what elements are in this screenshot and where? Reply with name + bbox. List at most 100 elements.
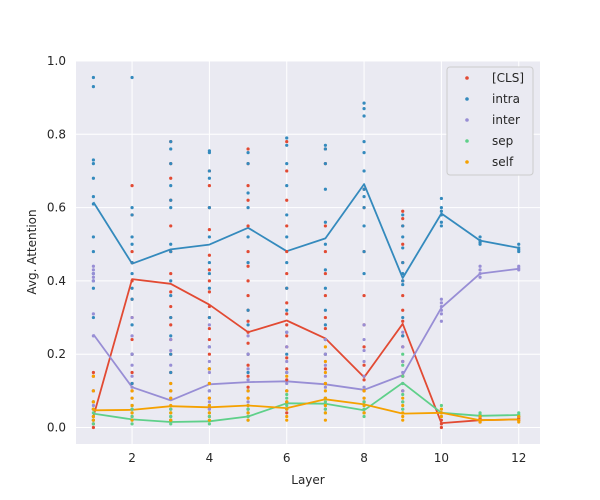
scatter-point — [285, 356, 289, 360]
scatter-point — [246, 260, 250, 265]
scatter-point — [362, 345, 366, 349]
scatter-point — [401, 246, 405, 250]
scatter-point — [439, 220, 443, 224]
scatter-point — [130, 411, 134, 415]
x-tick-label: 12 — [511, 451, 526, 465]
scatter-point — [246, 396, 250, 400]
scatter-point — [323, 323, 327, 327]
line-intra — [92, 183, 519, 279]
scatter-point — [362, 107, 366, 111]
scatter-point — [323, 418, 327, 422]
scatter-point — [439, 407, 443, 411]
scatter-point — [207, 337, 211, 342]
scatter-point — [91, 425, 95, 430]
scatter-point — [323, 352, 327, 356]
scatter-point — [91, 195, 95, 199]
scatter-point — [285, 312, 289, 316]
scatter-point — [285, 198, 289, 202]
scatter-point — [401, 414, 405, 419]
scatter-point — [246, 249, 250, 254]
x-axis-label: Layer — [291, 473, 325, 487]
scatter-point — [91, 312, 95, 316]
scatter-point — [323, 403, 327, 408]
x-tick-labels: 2 4 6 8 10 12 — [128, 451, 526, 465]
scatter-point — [91, 264, 95, 268]
scatter-point — [478, 242, 482, 246]
scatter-point — [207, 359, 211, 364]
scatter-point — [91, 268, 95, 272]
scatter-point — [169, 206, 173, 210]
scatter-point — [169, 279, 173, 283]
scatter-point — [285, 359, 289, 364]
scatter-point — [285, 169, 289, 173]
scatter-point — [91, 374, 95, 378]
scatter-point — [91, 279, 95, 283]
scatter-point — [362, 195, 366, 199]
scatter-points — [91, 75, 521, 430]
scatter-point — [130, 315, 134, 320]
scatter-point — [401, 411, 405, 415]
scatter-point — [362, 400, 366, 404]
scatter-point — [285, 286, 289, 290]
scatter-point — [207, 260, 211, 265]
scatter-point — [401, 418, 405, 422]
legend: [CLS] intra inter sep self — [446, 66, 534, 176]
scatter-point — [285, 224, 289, 228]
scatter-point — [246, 191, 250, 195]
scatter-point — [439, 418, 443, 422]
scatter-point — [169, 290, 173, 294]
scatter-point — [362, 323, 366, 327]
scatter-point — [439, 414, 443, 419]
scatter-point — [362, 385, 366, 389]
scatter-point — [246, 147, 250, 151]
scatter-point — [130, 407, 134, 411]
scatter-point — [285, 136, 289, 140]
scatter-point — [91, 411, 95, 415]
scatter-point — [207, 176, 211, 180]
scatter-point — [130, 374, 134, 378]
scatter-point — [246, 363, 250, 367]
legend-marker — [465, 118, 469, 122]
scatter-point — [362, 407, 366, 411]
scatter-point — [323, 337, 327, 342]
scatter-point — [130, 385, 134, 389]
y-tick-label: 0.2 — [47, 347, 66, 361]
scatter-point — [91, 249, 95, 254]
scatter-point — [401, 260, 405, 265]
scatter-point — [401, 389, 405, 393]
scatter-point — [207, 227, 211, 232]
scatter-point — [246, 407, 250, 411]
scatter-point — [246, 341, 250, 345]
scatter-point — [285, 374, 289, 378]
scatter-point — [401, 381, 405, 386]
scatter-point — [285, 334, 289, 338]
scatter-point — [207, 323, 211, 327]
scatter-point — [169, 337, 173, 342]
scatter-point — [362, 363, 366, 367]
scatter-point — [246, 414, 250, 419]
legend-label: [CLS] — [492, 71, 524, 85]
x-tick-label: 2 — [128, 451, 136, 465]
scatter-point — [207, 304, 211, 309]
scatter-point — [323, 385, 327, 389]
scatter-point — [207, 345, 211, 349]
scatter-point — [246, 330, 250, 334]
scatter-point — [130, 418, 134, 422]
scatter-point — [246, 308, 250, 312]
scatter-point — [401, 242, 405, 246]
scatter-point — [207, 407, 211, 411]
scatter-point — [130, 337, 134, 342]
scatter-point — [91, 422, 95, 426]
scatter-point — [169, 418, 173, 422]
scatter-point — [401, 334, 405, 338]
scatter-point — [401, 345, 405, 349]
scatter-point — [323, 389, 327, 393]
legend-label: self — [492, 155, 514, 169]
scatter-point — [169, 304, 173, 309]
scatter-point — [207, 370, 211, 375]
scatter-point — [285, 414, 289, 419]
scatter-point — [207, 184, 211, 188]
scatter-point — [246, 279, 250, 283]
scatter-point — [130, 389, 134, 393]
scatter-point — [169, 224, 173, 228]
